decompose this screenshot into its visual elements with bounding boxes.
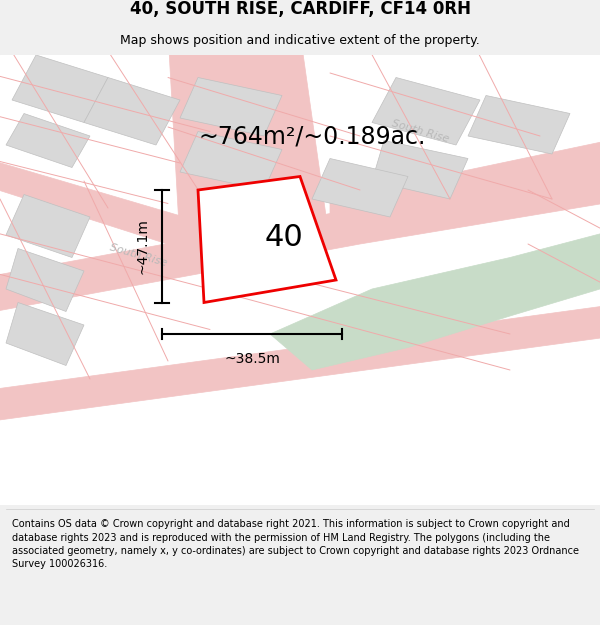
- Text: ~47.1m: ~47.1m: [136, 218, 150, 274]
- Text: Contains OS data © Crown copyright and database right 2021. This information is : Contains OS data © Crown copyright and d…: [12, 519, 579, 569]
- Polygon shape: [198, 176, 336, 302]
- Text: 40, SOUTH RISE, CARDIFF, CF14 0RH: 40, SOUTH RISE, CARDIFF, CF14 0RH: [130, 0, 470, 18]
- Polygon shape: [84, 78, 180, 145]
- Polygon shape: [0, 154, 276, 271]
- Polygon shape: [468, 96, 570, 154]
- Polygon shape: [12, 55, 108, 123]
- Polygon shape: [6, 249, 84, 311]
- Polygon shape: [168, 32, 330, 244]
- Text: ~764m²/~0.189ac.: ~764m²/~0.189ac.: [199, 124, 425, 148]
- Text: ~38.5m: ~38.5m: [224, 352, 280, 366]
- Text: South Rise: South Rise: [108, 242, 168, 268]
- Polygon shape: [270, 226, 600, 370]
- Polygon shape: [180, 131, 282, 190]
- Polygon shape: [6, 194, 90, 258]
- Polygon shape: [6, 302, 84, 366]
- Text: 40: 40: [264, 222, 303, 252]
- Text: Map shows position and indicative extent of the property.: Map shows position and indicative extent…: [120, 34, 480, 47]
- Polygon shape: [0, 302, 600, 424]
- Polygon shape: [330, 136, 600, 235]
- Polygon shape: [6, 114, 90, 168]
- Polygon shape: [0, 163, 600, 316]
- Polygon shape: [180, 78, 282, 136]
- Polygon shape: [312, 159, 408, 217]
- Polygon shape: [372, 141, 468, 199]
- Polygon shape: [372, 78, 480, 145]
- Text: South Rise: South Rise: [390, 119, 450, 144]
